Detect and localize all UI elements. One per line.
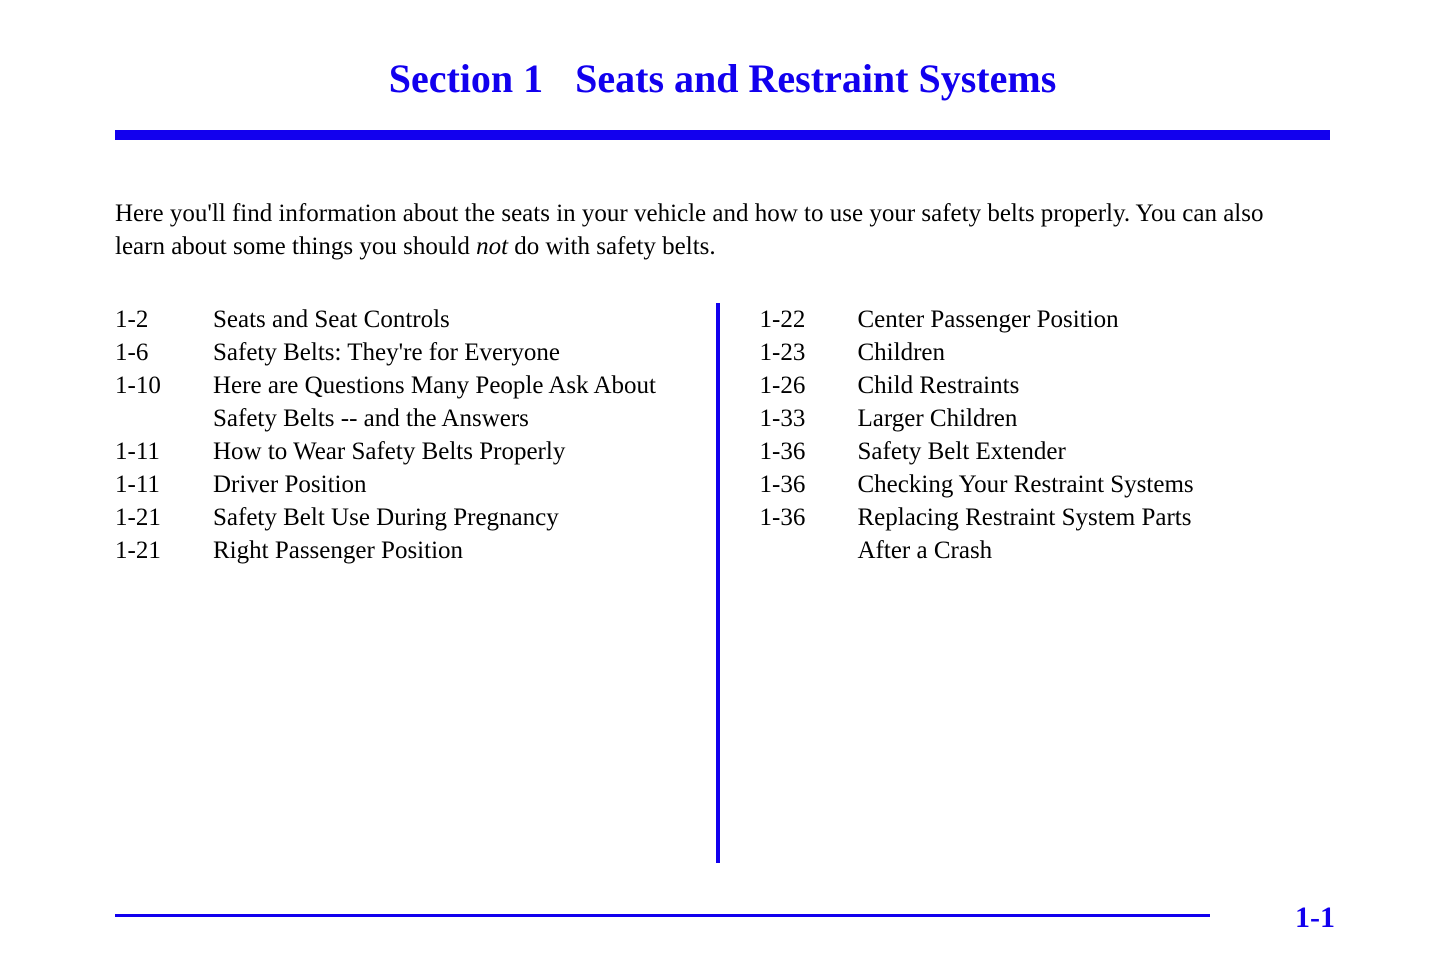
toc-page-ref: 1-21 <box>115 534 213 567</box>
toc-page-ref: 1-11 <box>115 468 213 501</box>
toc-entry-title: Children <box>858 336 1331 369</box>
toc-entry: Safety Belts -- and the Answers <box>115 402 686 435</box>
toc-page-ref: 1-26 <box>760 369 858 402</box>
toc-entry: 1-33Larger Children <box>760 402 1331 435</box>
toc-entry: 1-11Driver Position <box>115 468 686 501</box>
toc-entry: 1-21Right Passenger Position <box>115 534 686 567</box>
toc-entry: 1-22Center Passenger Position <box>760 303 1331 336</box>
toc-entry: 1-2Seats and Seat Controls <box>115 303 686 336</box>
top-horizontal-rule <box>115 130 1330 140</box>
toc-entry: 1-11How to Wear Safety Belts Properly <box>115 435 686 468</box>
toc-entry: 1-26Child Restraints <box>760 369 1331 402</box>
section-heading: Section 1 Seats and Restraint Systems <box>115 55 1330 102</box>
toc-entry-title: Right Passenger Position <box>213 534 686 567</box>
toc-page-ref: 1-6 <box>115 336 213 369</box>
toc-page-ref: 1-2 <box>115 303 213 336</box>
toc-entry-title: Replacing Restraint System Parts <box>858 501 1331 534</box>
toc-entry-title: Child Restraints <box>858 369 1331 402</box>
toc-entry-title: Here are Questions Many People Ask About <box>213 369 686 402</box>
section-number: Section 1 <box>389 56 543 101</box>
toc-page-ref: 1-36 <box>760 468 858 501</box>
toc-entry: 1-10Here are Questions Many People Ask A… <box>115 369 686 402</box>
toc-page-ref: 1-22 <box>760 303 858 336</box>
toc-entry: 1-23Children <box>760 336 1331 369</box>
toc-entry: 1-21Safety Belt Use During Pregnancy <box>115 501 686 534</box>
toc-entry-title: Safety Belt Extender <box>858 435 1331 468</box>
toc-entry: 1-6Safety Belts: They're for Everyone <box>115 336 686 369</box>
toc-entry-title: How to Wear Safety Belts Properly <box>213 435 686 468</box>
toc-page-ref: 1-36 <box>760 501 858 534</box>
toc-entry-title: Checking Your Restraint Systems <box>858 468 1331 501</box>
intro-line1: Here you'll find information about the s… <box>115 200 1263 227</box>
bottom-horizontal-rule <box>115 914 1210 917</box>
toc-right-column: 1-22Center Passenger Position 1-23Childr… <box>720 303 1331 863</box>
document-page: Section 1 Seats and Restraint Systems Her… <box>0 0 1445 863</box>
toc-entry-title: Safety Belt Use During Pregnancy <box>213 501 686 534</box>
toc-page-ref: 1-11 <box>115 435 213 468</box>
intro-italic: not <box>476 233 508 260</box>
intro-line2b: do with safety belts. <box>508 233 716 260</box>
toc-page-ref: 1-33 <box>760 402 858 435</box>
toc-entry-title: Safety Belts -- and the Answers <box>213 402 686 435</box>
toc-entry-title: Safety Belts: They're for Everyone <box>213 336 686 369</box>
toc-page-ref: 1-23 <box>760 336 858 369</box>
toc-page-ref: 1-10 <box>115 369 213 402</box>
toc-entry: 1-36Safety Belt Extender <box>760 435 1331 468</box>
toc-entry-title: Larger Children <box>858 402 1331 435</box>
toc-entry: 1-36Checking Your Restraint Systems <box>760 468 1331 501</box>
toc-entry-title: Seats and Seat Controls <box>213 303 686 336</box>
toc-entry: 1-36Replacing Restraint System Parts <box>760 501 1331 534</box>
toc-entry-title: After a Crash <box>858 534 1331 567</box>
intro-line2a: learn about some things you should <box>115 233 476 260</box>
toc-left-column: 1-2Seats and Seat Controls 1-6Safety Bel… <box>115 303 716 863</box>
table-of-contents: 1-2Seats and Seat Controls 1-6Safety Bel… <box>115 303 1330 863</box>
toc-page-ref: 1-36 <box>760 435 858 468</box>
toc-entry: After a Crash <box>760 534 1331 567</box>
section-title-text: Seats and Restraint Systems <box>575 56 1056 101</box>
toc-entry-title: Driver Position <box>213 468 686 501</box>
page-number: 1-1 <box>1295 901 1335 935</box>
toc-page-ref: 1-21 <box>115 501 213 534</box>
toc-entry-title: Center Passenger Position <box>858 303 1331 336</box>
intro-paragraph: Here you'll find information about the s… <box>115 198 1330 263</box>
